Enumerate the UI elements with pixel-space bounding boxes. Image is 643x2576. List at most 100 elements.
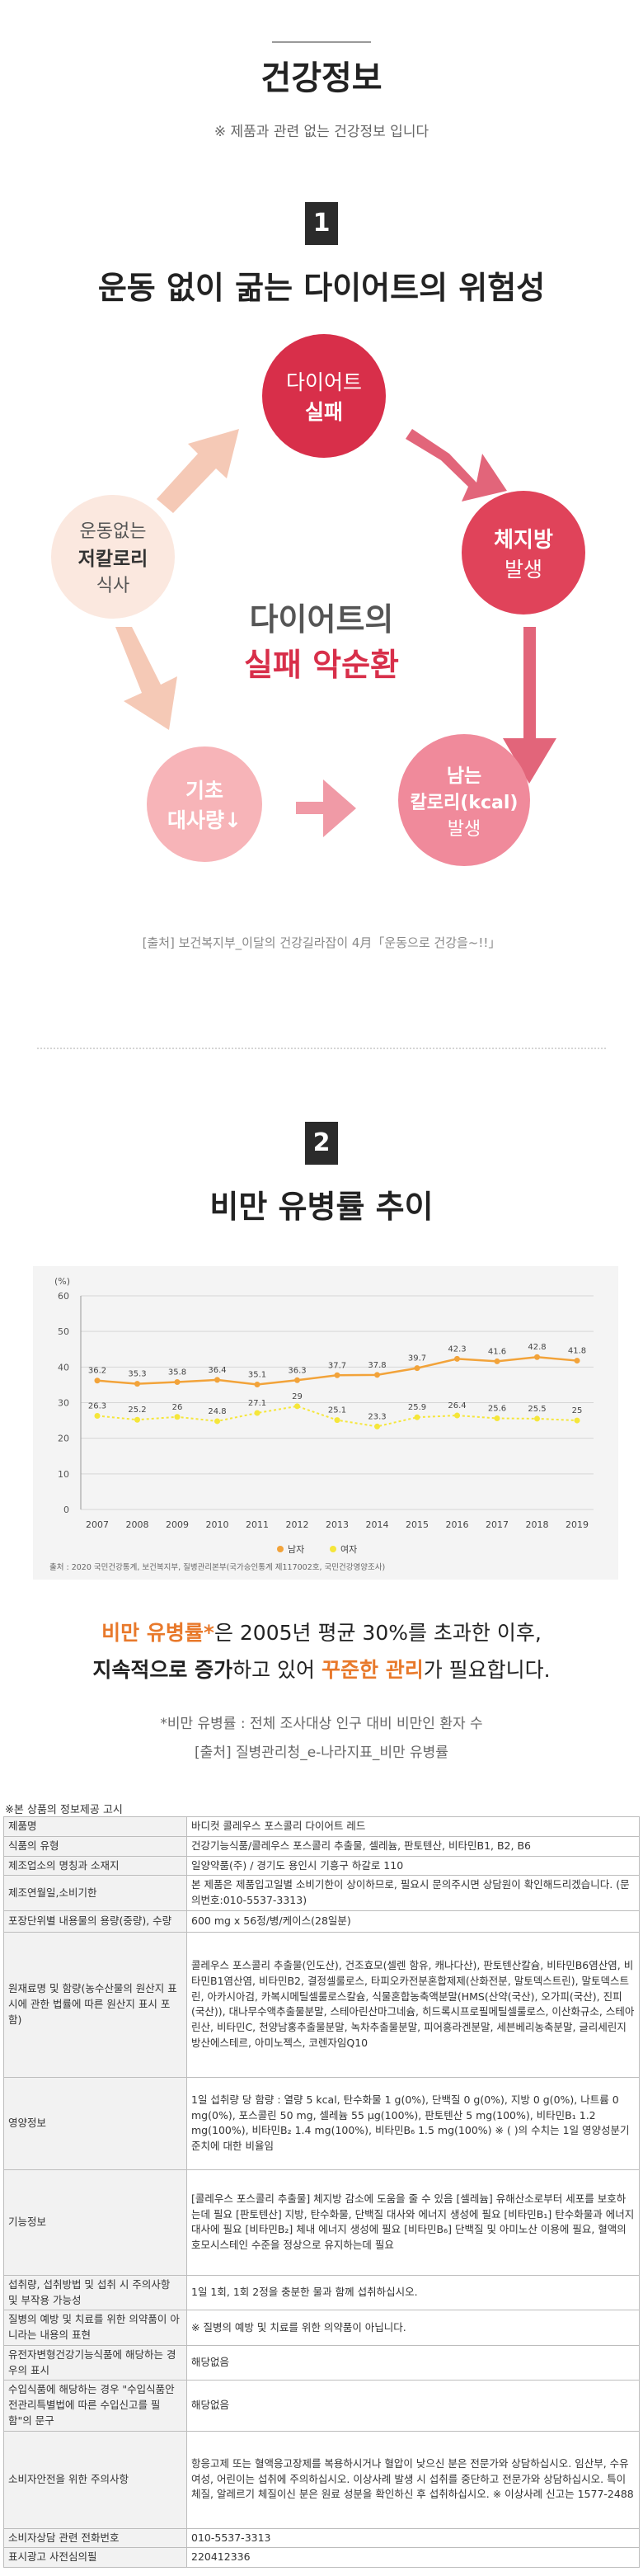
data-label: 42.8 <box>528 1343 546 1352</box>
arrow-bottomright-to-bottomleft <box>296 779 356 837</box>
data-label: 25.6 <box>488 1404 506 1413</box>
cycle-center-line1: 다이어트의 <box>249 601 394 638</box>
x-tick-label: 2013 <box>326 1519 349 1530</box>
table-row: 소비자안전을 위한 주의사항 항응고제 또는 혈액응고장제를 복용하시거나 혈압이… <box>3 2430 640 2529</box>
table-value-cell: 해당없음 <box>186 2380 640 2432</box>
table-key-cell: 포장단위별 내용물의 용량(중량), 수량 <box>3 1910 187 1933</box>
data-label: 42.3 <box>448 1345 466 1354</box>
table-row: 소비자상담 관련 전화번호 010-5537-3313 <box>3 2527 640 2549</box>
cycle-node-low-calorie-meal: 운동없는 저칼로리 식사 <box>51 495 175 619</box>
section-number-2: 2 <box>305 1122 338 1165</box>
y-axis-label: (%) <box>54 1276 70 1287</box>
data-label: 25 <box>572 1406 583 1415</box>
table-value-cell: 항응고제 또는 혈액응고장제를 복용하시거나 혈압이 낮으신 분은 전문가와 상… <box>186 2430 640 2529</box>
diet-failure-cycle-diagram: 다이어트 실패 체지방 발생 남는 칼로리(kcal) 발생 기초 대사량↓ 운… <box>0 313 643 907</box>
data-label: 23.3 <box>368 1412 386 1421</box>
table-row: 제조연월일,소비기한 본 제품은 제품입고일별 소비기한이 상이하므로, 필요시 … <box>3 1875 640 1911</box>
node-text: 운동없는 <box>79 521 147 542</box>
desc-highlight: 꾸준한 관리 <box>322 1658 424 1682</box>
table-key-cell: 제조연월일,소비기한 <box>3 1875 187 1911</box>
data-label: 35.8 <box>168 1368 186 1377</box>
table-key-cell: 표시광고 사전심의필 <box>3 2547 187 2568</box>
node-text: 발생 <box>447 819 481 840</box>
obesity-prevalence-chart: (%) 0 10 20 30 40 50 60 2007 2008 2009 2010 2011 2012… <box>33 1266 618 1580</box>
desc-highlight: 비만 유병률* <box>101 1621 214 1645</box>
y-tick-label: 60 <box>58 1291 69 1302</box>
data-point <box>454 1412 460 1419</box>
data-label: 25.9 <box>408 1403 426 1412</box>
node-text: 대사량↓ <box>167 808 242 832</box>
desc-text: 은 2005년 평균 30%를 초과한 이후, <box>214 1621 542 1645</box>
data-point <box>174 1414 181 1420</box>
data-label: 35.3 <box>128 1370 146 1379</box>
data-point <box>534 1354 540 1360</box>
table-key-cell: 원재료명 및 함량(농수산물의 원산지 표시에 관한 법률에 따른 원산지 표시… <box>3 1931 187 2078</box>
section-title-1: 운동 없이 굶는 다이어트의 위험성 <box>97 270 546 306</box>
table-key-cell: 소비자안전을 위한 주의사항 <box>3 2430 187 2529</box>
chart-svg: (%) 0 10 20 30 40 50 60 2007 2008 2009 2010 2011 2012… <box>49 1276 594 1572</box>
data-label: 26 <box>172 1403 183 1412</box>
data-label: 37.8 <box>368 1361 386 1370</box>
y-tick-label: 40 <box>58 1362 69 1373</box>
product-info-table: 제품명 바디컷 콜레우스 포스콜리 다이어트 레드 식품의 유형 건강기능식품/콜레우… <box>3 1816 640 2568</box>
data-point <box>374 1372 380 1378</box>
table-row: 영양정보 1일 섭취량 당 함량 : 열량 5 kcal, 탄수화물 1 g(0%… <box>3 2076 640 2170</box>
table-key-cell: 기능정보 <box>3 2169 187 2276</box>
legend-marker <box>330 1546 336 1552</box>
data-label: 36.2 <box>88 1367 106 1376</box>
table-key-cell: 영양정보 <box>3 2076 187 2170</box>
table-key-cell: 섭취량, 섭취방법 및 섭취 시 주의사항 및 부작용 가능성 <box>3 2274 187 2311</box>
chart-description-line2: 지속적으로 증가하고 있어 꾸준한 관리가 필요합니다. <box>0 1654 643 1684</box>
node-text: 체지방 <box>494 527 553 553</box>
data-point <box>374 1423 380 1429</box>
arrow-left-to-bottomleft <box>115 627 177 730</box>
x-tick-label: 2018 <box>526 1519 549 1530</box>
x-tick-label: 2010 <box>206 1519 229 1530</box>
table-key-cell: 질병의 예방 및 치료를 위한 의약품이 아니라는 내용의 표현 <box>3 2310 187 2346</box>
data-label: 25.2 <box>128 1406 146 1415</box>
table-key-cell: 소비자상담 관련 전화번호 <box>3 2527 187 2549</box>
x-tick-label: 2014 <box>366 1519 389 1530</box>
node-text: 칼로리(kcal) <box>410 793 519 813</box>
legend-marker <box>277 1546 284 1552</box>
data-label: 36.3 <box>288 1366 306 1375</box>
page-subtitle: ※ 제품과 관련 없는 건강정보 입니다 <box>214 124 429 140</box>
table-value-cell: [콜레우스 포스콜리 추출물] 체지방 감소에 도움을 줄 수 있음 [셀레늄]… <box>186 2169 640 2276</box>
data-point <box>294 1377 300 1383</box>
y-tick-label: 30 <box>58 1398 69 1409</box>
data-point <box>334 1417 340 1424</box>
table-value-cell: 바디컷 콜레우스 포스콜리 다이어트 레드 <box>186 1816 640 1837</box>
table-row: 표시광고 사전심의필 220412336 <box>3 2547 640 2568</box>
y-tick-label: 50 <box>58 1326 69 1337</box>
cycle-node-basal-metabolism: 기초 대사량↓ <box>147 746 262 862</box>
table-row: 유전자변형건강기능식품에 해당하는 경우의 표시 해당없음 <box>3 2344 640 2381</box>
table-key-cell: 제조업소의 명칭과 소재지 <box>3 1855 187 1877</box>
data-point <box>294 1403 300 1410</box>
table-value-cell: 600 mg x 56정/병/케이스(28일분) <box>186 1910 640 1933</box>
chart-source: 출처 : 2020 국민건강통계, 보건복지부, 질병관리본부(국가승인통계 제… <box>49 1562 385 1572</box>
x-tick-label: 2017 <box>486 1519 509 1530</box>
table-row: 수입식품에 해당하는 경우 "수입식품안전관리특별법에 따른 수입신고를 필함"… <box>3 2380 640 2432</box>
table-value-cell: 본 제품은 제품입고일별 소비기한이 상이하므로, 필요시 문의주시면 상담원이… <box>186 1875 640 1911</box>
page-title: 건강정보 <box>260 59 383 97</box>
data-point <box>574 1417 580 1424</box>
node-text: 남는 <box>446 765 482 787</box>
table-value-cell: 콜레우스 포스콜리 추출물(인도산), 건조효모(셀렌 함유, 캐나다산), 판… <box>186 1931 640 2078</box>
data-point <box>214 1377 220 1383</box>
cycle-center-line2: 실패 악순환 <box>243 647 400 683</box>
table-key-cell: 유전자변형건강기능식품에 해당하는 경우의 표시 <box>3 2344 187 2381</box>
node-text: 기초 <box>185 779 223 803</box>
table-row: 원재료명 및 함량(농수산물의 원산지 표시에 관한 법률에 따른 원산지 표시… <box>3 1931 640 2078</box>
table-key-cell: 제품명 <box>3 1816 187 1837</box>
cycle-arrows <box>115 429 556 837</box>
data-label: 39.7 <box>408 1354 426 1363</box>
data-point <box>134 1381 140 1387</box>
y-tick-label: 0 <box>63 1505 69 1515</box>
data-point <box>134 1416 140 1423</box>
cycle-node-diet-failure: 다이어트 실패 <box>262 334 386 458</box>
table-key-cell: 수입식품에 해당하는 경우 "수입식품안전관리특별법에 따른 수입신고를 필함"… <box>3 2380 187 2432</box>
data-point <box>414 1414 420 1420</box>
info-table-heading: ※본 상품의 정보제공 고시 <box>5 1804 123 1816</box>
table-value-cell: 1일 1회, 1회 2정을 충분한 물과 함께 섭취하십시오. <box>186 2274 640 2311</box>
arrow-left-to-top <box>157 429 239 513</box>
